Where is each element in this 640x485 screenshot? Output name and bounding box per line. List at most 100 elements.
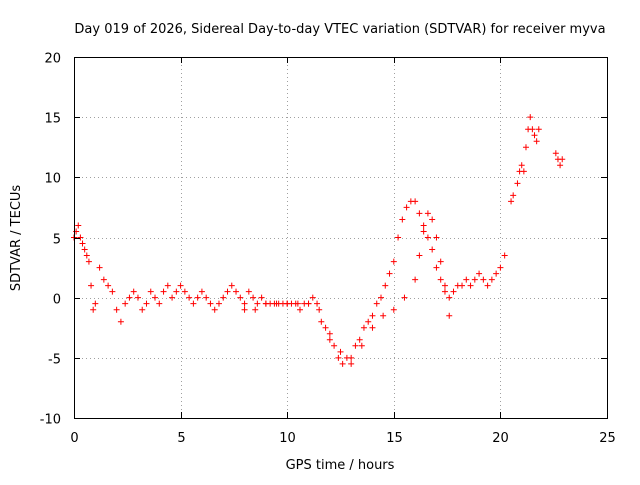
data-point (416, 252, 423, 259)
data-point (126, 294, 133, 301)
data-point (450, 288, 457, 295)
data-point (557, 162, 564, 169)
data-point (85, 258, 92, 265)
series-sdtvar-lower-track (241, 210, 453, 367)
data-point (194, 294, 201, 301)
tick-layer: 0 5 10 15 20 25 -10 -5 0 5 10 15 20 (40, 52, 616, 447)
data-point (156, 300, 163, 307)
data-point (476, 270, 483, 277)
data-point (322, 324, 329, 331)
data-point (237, 294, 244, 301)
data-point (360, 324, 367, 331)
data-point (160, 288, 167, 295)
data-point (429, 246, 436, 253)
data-point (258, 294, 265, 301)
data-point (186, 294, 193, 301)
data-point (143, 300, 150, 307)
data-point (433, 234, 440, 241)
y-tick-label: 5 (53, 233, 61, 248)
data-point (348, 360, 355, 367)
data-point (390, 258, 397, 265)
data-point (250, 294, 257, 301)
data-point (424, 210, 431, 217)
data-point (117, 318, 124, 325)
data-point (382, 282, 389, 289)
data-point (109, 288, 116, 295)
data-point (365, 318, 372, 325)
data-point (169, 294, 176, 301)
data-point (318, 318, 325, 325)
data-point (316, 306, 323, 313)
data-point (164, 282, 171, 289)
data-point (273, 300, 280, 307)
data-point (241, 306, 248, 313)
data-point (369, 324, 376, 331)
data-point (380, 312, 387, 319)
data-point (130, 288, 137, 295)
data-point (352, 342, 359, 349)
data-point (403, 204, 410, 211)
data-point (139, 306, 146, 313)
data-point (122, 300, 129, 307)
data-point (81, 246, 88, 253)
data-point (90, 306, 97, 313)
data-point (294, 300, 301, 307)
data-point (437, 258, 444, 265)
data-point (177, 282, 184, 289)
data-point (520, 168, 527, 175)
data-point (529, 126, 536, 133)
data-point (429, 216, 436, 223)
data-point (181, 288, 188, 295)
data-point (441, 288, 448, 295)
data-point (412, 198, 419, 205)
data-point (113, 306, 120, 313)
data-point (339, 360, 346, 367)
data-point (331, 342, 338, 349)
data-point (83, 252, 90, 259)
data-point (488, 276, 495, 283)
data-point (552, 150, 559, 157)
data-point (77, 234, 84, 241)
data-point (254, 300, 261, 307)
data-point (335, 354, 342, 361)
data-point (75, 222, 82, 229)
y-tick-label: 15 (44, 112, 61, 127)
data-point (326, 336, 333, 343)
data-point (459, 282, 466, 289)
chart-title: Day 019 of 2026, Sidereal Day-to-day VTE… (74, 22, 605, 37)
data-point (233, 288, 240, 295)
x-tick-label: 20 (492, 431, 509, 446)
data-point (463, 276, 470, 283)
data-point (296, 306, 303, 313)
data-point (284, 300, 291, 307)
data-point (527, 114, 534, 121)
data-point (241, 300, 248, 307)
grid-layer (74, 57, 607, 418)
y-tick-label: 0 (53, 293, 61, 308)
data-point (356, 336, 363, 343)
data-point (416, 210, 423, 217)
data-point (378, 294, 385, 301)
y-tick-label: 20 (44, 52, 61, 67)
data-point (484, 282, 491, 289)
data-point (190, 300, 197, 307)
data-point (228, 282, 235, 289)
y-tick-label: 10 (44, 172, 61, 187)
data-point (420, 222, 427, 229)
data-point (446, 294, 453, 301)
data-point (533, 138, 540, 145)
data-point (96, 264, 103, 271)
data-point (100, 276, 107, 283)
data-point (535, 126, 542, 133)
y-tick-label: -5 (48, 353, 61, 368)
data-point (559, 156, 566, 163)
data-point (173, 288, 180, 295)
data-point (424, 234, 431, 241)
data-point (215, 300, 222, 307)
data-point (105, 282, 112, 289)
x-axis-label: GPS time / hours (286, 458, 395, 473)
data-layer (71, 114, 566, 367)
data-point (493, 270, 500, 277)
